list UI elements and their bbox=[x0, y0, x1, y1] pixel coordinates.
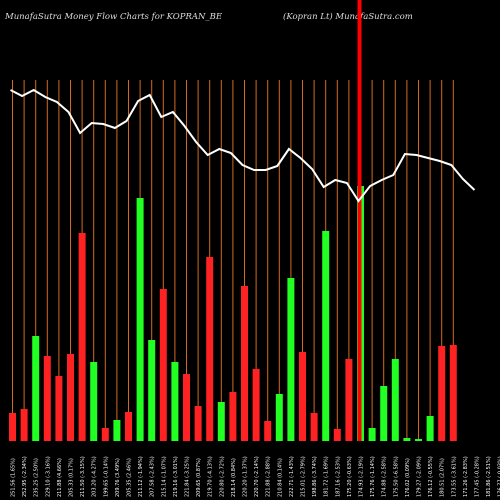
volume-bar bbox=[20, 409, 28, 441]
x-tick-label: 215.01 (-2.79%) bbox=[301, 456, 307, 497]
x-tick-label: 174.93 (-2.19%) bbox=[359, 456, 365, 497]
volume-bar bbox=[368, 428, 376, 441]
volume-bar bbox=[345, 359, 353, 441]
x-tick-label: 222.71 (-1.43%) bbox=[289, 456, 295, 497]
volume-bar bbox=[252, 369, 260, 441]
bar-layer bbox=[9, 186, 457, 441]
volume-bar bbox=[322, 231, 330, 441]
x-tick-label: 220.20 (-1.37%) bbox=[243, 456, 249, 497]
volume-bar bbox=[67, 354, 74, 441]
x-tick-label: 211.12 (-1.94%) bbox=[138, 456, 144, 497]
x-tick-label: 205.33 (0.17%) bbox=[69, 458, 75, 497]
volume-bar bbox=[229, 392, 237, 441]
volume-bar bbox=[415, 439, 422, 441]
volume-bar bbox=[310, 413, 318, 441]
volume-bar bbox=[55, 376, 63, 441]
x-tick-label: 199.65 (-0.14%) bbox=[103, 456, 109, 497]
x-tick-label: 173.55 (-3.61%) bbox=[451, 456, 457, 497]
x-tick-label: 175.20 (-0.63%) bbox=[347, 456, 353, 497]
volume-bar bbox=[183, 374, 190, 441]
x-tick-label: 198.86 (-3.74%) bbox=[312, 456, 318, 497]
x-tick-label: 220.80 (-2.72%) bbox=[219, 456, 225, 497]
current-marker bbox=[357, 0, 362, 441]
x-tick-label: 176.02 (0.09%) bbox=[405, 458, 411, 497]
x-tick-label: 219.70 (-4.13%) bbox=[208, 456, 214, 497]
volume-bar bbox=[217, 402, 225, 441]
volume-bar bbox=[287, 278, 295, 441]
x-tick-label: 181.72 (-1.69%) bbox=[324, 456, 330, 497]
money-flow-line bbox=[10, 88, 476, 203]
marker-layer bbox=[357, 0, 362, 441]
x-tick-label: 220.70 (-2.14%) bbox=[254, 456, 260, 497]
x-tick-label: 211.50 (-3.15%) bbox=[80, 456, 86, 497]
volume-bar bbox=[275, 394, 283, 441]
volume-bar bbox=[241, 286, 248, 441]
chart-title: MunafaSutra Money Flow Charts for KOPRAN… bbox=[5, 12, 223, 22]
x-tick-label: 219.16 (-3.01%) bbox=[173, 456, 179, 497]
volume-bar bbox=[299, 352, 306, 441]
x-tick-label: 209.76 (3.49%) bbox=[115, 458, 121, 497]
volume-bar bbox=[264, 421, 272, 441]
volume-bar bbox=[333, 429, 341, 441]
site-label: (Kopran Lt) MunafaSutra.com bbox=[283, 12, 413, 22]
x-tick-label: 175.50 (-6.58%) bbox=[393, 456, 399, 497]
volume-bar bbox=[43, 356, 51, 441]
volume-bar bbox=[449, 345, 457, 441]
x-tick-label: 251.56 (1.65%) bbox=[11, 458, 17, 497]
x-tick-label: 179.27 (-2.09%) bbox=[417, 456, 423, 497]
volume-bar bbox=[78, 233, 86, 441]
x-tick-label: 181.86 (-2.51%) bbox=[486, 456, 492, 497]
label-layer: 251.56 (1.65%) 252.95 (-2.34%) 235.25 (2.5… bbox=[11, 456, 500, 497]
x-tick-label: 180.51 (2.07%) bbox=[440, 458, 446, 497]
x-tick-label: 252.95 (-2.34%) bbox=[22, 456, 28, 497]
line-layer bbox=[10, 88, 476, 203]
x-tick-label: 209.65 (0.87%) bbox=[196, 458, 202, 497]
volume-bar bbox=[206, 257, 214, 441]
x-tick-label: 176.77 (-0.03%) bbox=[498, 456, 500, 497]
volume-bar bbox=[426, 416, 434, 441]
x-tick-label: 205.35 (2.46%) bbox=[127, 458, 133, 497]
volume-bar bbox=[194, 406, 202, 441]
volume-bar bbox=[171, 362, 179, 441]
volume-bar bbox=[148, 340, 156, 441]
volume-bar bbox=[403, 438, 411, 441]
volume-bar bbox=[32, 336, 40, 441]
x-tick-label: 207.58 (-2.43%) bbox=[150, 456, 156, 497]
x-tick-label: 229.10 (-3.16%) bbox=[45, 456, 51, 497]
x-tick-label: 235.25 (2.50%) bbox=[34, 458, 40, 497]
x-tick-label: 187.16 (-2.53%) bbox=[335, 456, 341, 497]
volume-bar bbox=[101, 428, 109, 441]
volume-bar bbox=[391, 359, 399, 441]
volume-bar bbox=[125, 412, 132, 441]
x-tick-label: 221.84 (-3.25%) bbox=[185, 456, 191, 497]
x-tick-label: 177.45 (-0.28%) bbox=[475, 456, 481, 497]
volume-bar bbox=[9, 413, 16, 441]
volume-bar bbox=[90, 362, 98, 441]
x-tick-label: 218.14 (0.84%) bbox=[231, 458, 237, 497]
volume-bar bbox=[380, 386, 388, 441]
volume-bar bbox=[159, 289, 167, 441]
x-tick-label: 174.88 (-2.58%) bbox=[382, 456, 388, 497]
x-tick-label: 221.88 (-2.88%) bbox=[266, 456, 272, 497]
x-tick-label: 203.20 (-4.27%) bbox=[92, 456, 98, 497]
volume-bar bbox=[113, 420, 121, 441]
x-tick-label: 210.84 (0.14%) bbox=[277, 458, 283, 497]
x-tick-label: 175.76 (-1.14%) bbox=[370, 456, 376, 497]
x-tick-label: 171.26 (-2.83%) bbox=[463, 456, 469, 497]
volume-bar bbox=[136, 198, 144, 441]
x-tick-label: 215.14 (-1.07%) bbox=[161, 456, 167, 497]
x-tick-label: 176.12 (-0.55%) bbox=[428, 456, 434, 497]
x-tick-label: 211.88 (4.66%) bbox=[57, 458, 63, 497]
volume-bar bbox=[438, 346, 446, 441]
